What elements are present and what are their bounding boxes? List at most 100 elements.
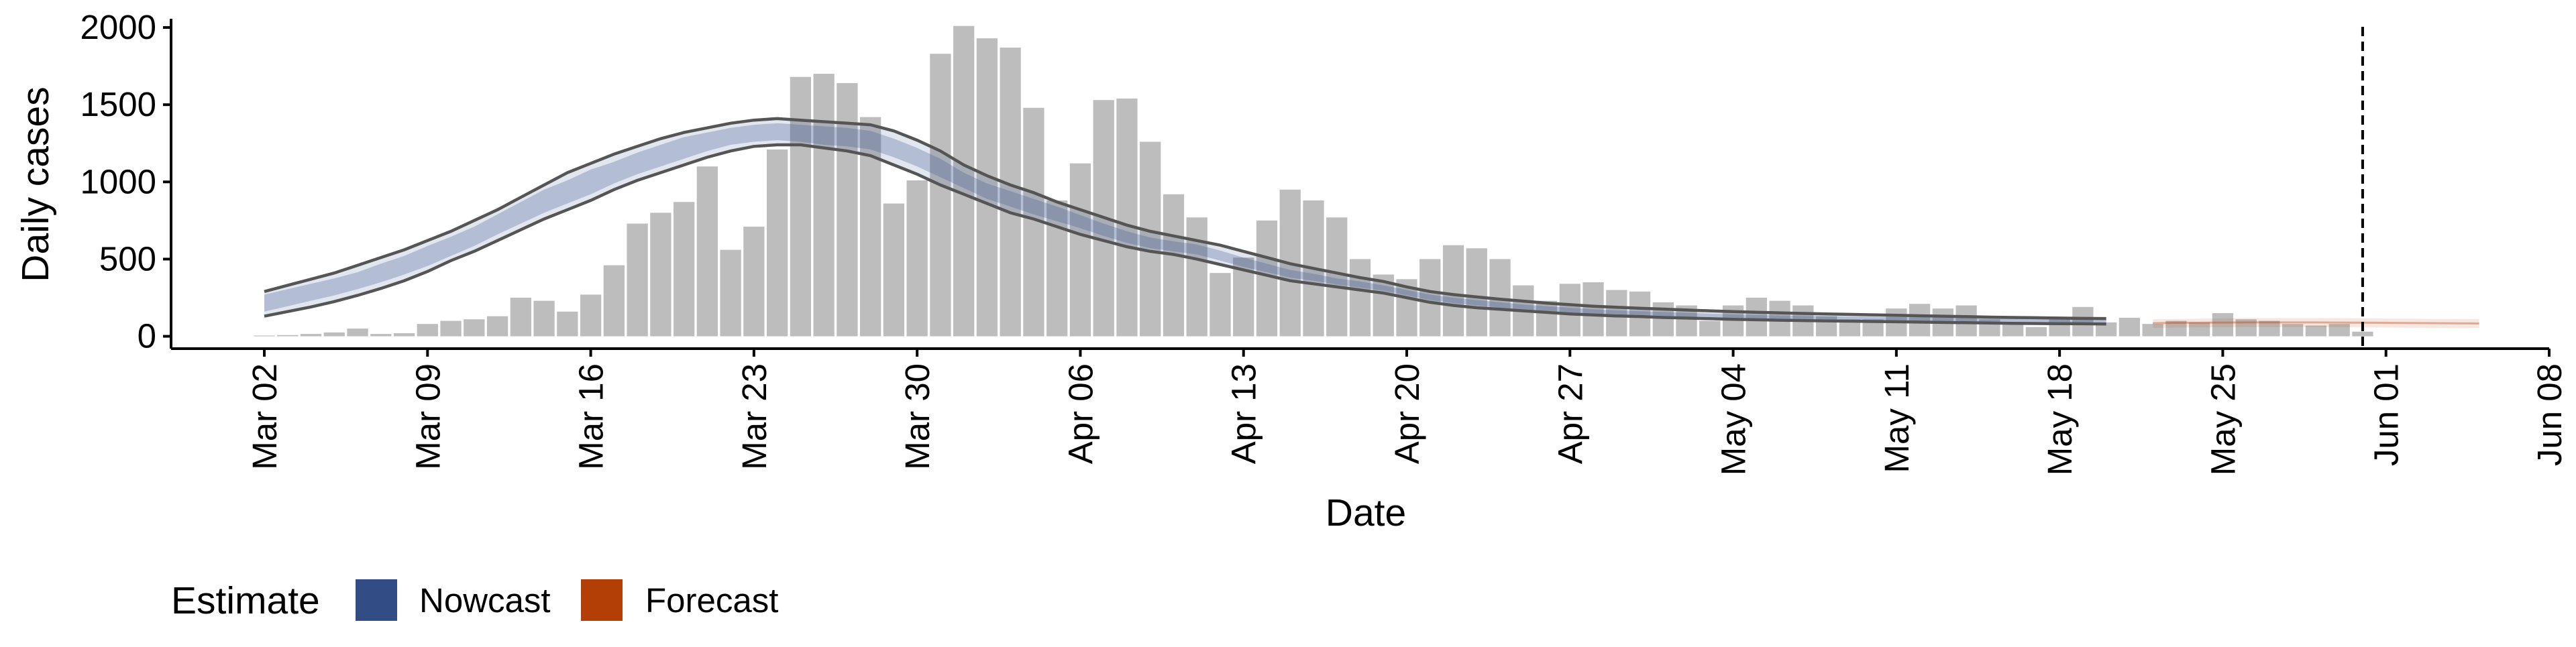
bar — [743, 227, 765, 337]
bar — [1069, 163, 1091, 337]
bar — [2259, 320, 2280, 337]
x-tick-label: Mar 02 — [246, 363, 284, 470]
legend-swatch-nowcast — [356, 579, 397, 621]
x-axis-title: Date — [1326, 491, 1406, 534]
bar — [2352, 331, 2373, 337]
x-tick-label: Jun 01 — [2367, 363, 2406, 466]
x-tick-label: Apr 06 — [1061, 363, 1099, 464]
bar — [2096, 322, 2117, 337]
bar — [347, 329, 368, 337]
bar — [533, 300, 555, 337]
nowcast-ci90-upper-line — [264, 117, 2106, 320]
bar — [464, 319, 485, 337]
bar — [2235, 319, 2257, 337]
bar — [1746, 298, 1767, 337]
bar — [720, 249, 741, 337]
bar — [2282, 324, 2304, 337]
nowcast-ci90-lower-line — [264, 143, 2106, 326]
bar — [486, 316, 508, 337]
x-tick-label: Mar 23 — [735, 363, 773, 470]
bar — [976, 38, 998, 337]
bar — [696, 166, 718, 337]
bar — [370, 334, 392, 337]
bar — [2072, 306, 2094, 337]
bar — [1419, 259, 1441, 337]
x-tick-label: Mar 09 — [409, 363, 447, 470]
y-axis-title: Daily cases — [14, 86, 57, 282]
bar — [1326, 217, 1348, 337]
bar — [790, 76, 812, 337]
bar — [906, 180, 928, 337]
bar — [1769, 300, 1790, 337]
bar — [1909, 304, 1931, 337]
bar — [1000, 47, 1021, 337]
bar — [1629, 291, 1651, 337]
x-tick-label: May 04 — [1715, 363, 1753, 475]
bar — [1955, 305, 1977, 337]
bar — [650, 213, 672, 337]
y-tick-label: 1500 — [80, 85, 156, 123]
y-tick-label: 0 — [138, 317, 156, 355]
bar — [1373, 274, 1394, 337]
bar — [1349, 259, 1371, 337]
bar — [2025, 327, 2047, 337]
bar — [2002, 322, 2024, 337]
legend: Estimate Nowcast Forecast — [171, 579, 778, 622]
bar — [2165, 320, 2187, 337]
bar — [440, 320, 462, 337]
bar — [837, 82, 858, 337]
x-tick-label: Apr 27 — [1551, 363, 1589, 464]
y-tick-label: 1000 — [80, 162, 156, 200]
bar — [883, 203, 905, 337]
bar — [627, 223, 648, 337]
bar — [2328, 324, 2350, 337]
bar — [1582, 282, 1604, 337]
bar — [580, 294, 602, 337]
bar — [1210, 273, 1231, 337]
bar — [2189, 322, 2210, 337]
bar — [2118, 317, 2141, 337]
bar — [813, 74, 835, 337]
bar — [2142, 324, 2163, 337]
bar — [417, 324, 438, 337]
x-tick-label: May 18 — [2041, 363, 2079, 475]
bar — [1559, 284, 1580, 337]
bar — [254, 335, 275, 337]
axes-layer: 0 500 1000 1500 2000 Mar 02 Mar 09 Mar 16 Mar 23… — [80, 8, 2569, 475]
bar — [510, 298, 531, 337]
bar — [393, 333, 415, 337]
bar — [1140, 141, 1161, 337]
estimate-bands-layer — [264, 118, 2479, 329]
x-tick-label: Mar 30 — [898, 363, 936, 470]
bar — [1606, 290, 1627, 337]
bar — [1536, 300, 1558, 337]
legend-label-forecast: Forecast — [645, 581, 778, 620]
bar — [1466, 248, 1487, 337]
y-tick-label: 2000 — [80, 8, 156, 46]
bar — [2049, 317, 2070, 337]
bar — [300, 334, 322, 337]
bar — [1163, 194, 1185, 337]
x-tick-label: May 25 — [2204, 363, 2242, 475]
bar — [1116, 98, 1138, 337]
y-tick-label: 500 — [99, 239, 156, 278]
bar — [930, 54, 951, 337]
bar — [766, 149, 788, 337]
nowcast-ci50-band — [264, 123, 2106, 322]
bar — [1699, 320, 1721, 337]
bar — [2212, 313, 2234, 337]
x-tick-label: May 11 — [1878, 363, 1916, 473]
x-tick-label: Apr 13 — [1225, 363, 1263, 464]
bar — [557, 311, 578, 337]
bar — [953, 25, 975, 337]
legend-label-nowcast: Nowcast — [419, 581, 551, 620]
forecast-ci90-band — [2153, 318, 2479, 329]
bar — [323, 332, 345, 337]
bar — [277, 335, 299, 337]
legend-title: Estimate — [171, 579, 320, 622]
bar — [1186, 217, 1208, 337]
x-tick-label: Apr 20 — [1388, 363, 1426, 464]
x-tick-label: Jun 08 — [2530, 363, 2569, 466]
